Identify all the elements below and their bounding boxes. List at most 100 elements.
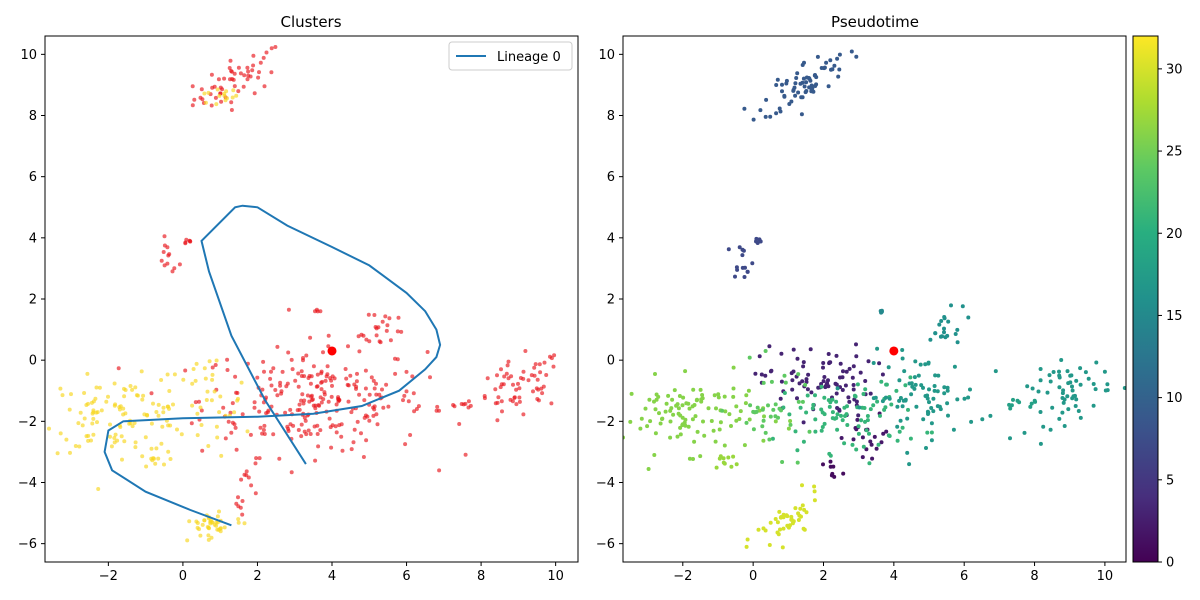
scatter-point — [183, 368, 188, 373]
scatter-point — [262, 432, 267, 436]
scatter-point — [906, 407, 910, 412]
scatter-point — [108, 422, 112, 427]
scatter-point — [802, 507, 807, 512]
scatter-point — [120, 457, 124, 462]
scatter-point — [744, 420, 749, 425]
scatter-point — [236, 396, 240, 401]
scatter-point — [203, 100, 208, 105]
colorbar-tick-label: 25 — [1166, 145, 1183, 160]
scatter-point — [505, 363, 510, 368]
scatter-point — [261, 55, 266, 60]
scatter-point — [256, 75, 261, 80]
scatter-point — [499, 367, 503, 372]
scatter-point — [121, 406, 126, 411]
scatter-point — [793, 93, 798, 98]
scatter-point — [387, 316, 392, 321]
scatter-point — [1083, 370, 1088, 375]
scatter-point — [835, 427, 840, 432]
scatter-point — [795, 71, 800, 76]
scatter-point — [306, 428, 311, 433]
y-tick-label: 10 — [598, 48, 615, 63]
scatter-point — [830, 397, 835, 402]
scatter-point — [842, 441, 847, 446]
scatter-point — [767, 437, 772, 442]
scatter-point — [156, 456, 161, 461]
scatter-point — [801, 360, 806, 365]
scatter-point — [551, 364, 556, 369]
scatter-point — [229, 108, 234, 112]
scatter-point — [759, 372, 764, 377]
scatter-point — [1105, 382, 1110, 387]
scatter-point — [791, 347, 796, 352]
scatter-point — [1102, 369, 1107, 374]
scatter-point — [875, 346, 880, 351]
scatter-point — [875, 399, 880, 404]
scatter-point — [313, 309, 317, 314]
scatter-point — [742, 106, 747, 111]
scatter-point — [750, 261, 755, 266]
scatter-point — [362, 398, 367, 403]
scatter-point — [511, 382, 515, 387]
scatter-point — [299, 398, 304, 403]
scatter-point — [232, 71, 237, 76]
scatter-point — [812, 498, 817, 503]
x-tick-label: 6 — [960, 569, 968, 584]
scatter-point — [89, 400, 94, 405]
scatter-point — [552, 353, 557, 358]
scatter-point — [316, 444, 321, 449]
scatter-point — [918, 362, 923, 367]
scatter-point — [123, 388, 128, 392]
scatter-point — [499, 382, 504, 387]
scatter-point — [942, 330, 946, 335]
scatter-point — [942, 385, 947, 390]
scatter-point — [232, 84, 237, 89]
scatter-point — [234, 447, 239, 452]
scatter-point — [122, 439, 127, 444]
scatter-point — [69, 392, 73, 397]
scatter-point — [836, 74, 841, 79]
scatter-point — [190, 103, 195, 108]
scatter-point — [94, 410, 99, 415]
scatter-point — [80, 423, 85, 428]
scatter-point — [404, 389, 409, 394]
scatter-point — [319, 387, 324, 392]
scatter-point — [371, 378, 376, 383]
scatter-point — [289, 357, 294, 362]
x-tick-label: 4 — [328, 569, 336, 584]
scatter-point — [371, 405, 376, 410]
scatter-point — [837, 67, 842, 72]
scatter-point — [835, 406, 840, 410]
scatter-point — [663, 409, 668, 414]
scatter-point — [819, 407, 824, 412]
scatter-point — [197, 399, 201, 404]
scatter-point — [687, 456, 692, 461]
scatter-point — [819, 428, 824, 433]
scatter-point — [916, 373, 921, 378]
scatter-point — [860, 455, 865, 460]
scatter-point — [160, 424, 165, 429]
scatter-point — [773, 419, 778, 424]
scatter-point — [812, 489, 817, 494]
scatter-point — [536, 398, 541, 403]
scatter-point — [273, 45, 278, 49]
scatter-point — [401, 398, 405, 403]
scatter-point — [763, 349, 768, 353]
scatter-point — [91, 416, 96, 421]
scatter-point — [845, 423, 850, 427]
scatter-point — [356, 334, 361, 339]
scatter-point — [367, 392, 372, 397]
clusters-y-ticks: −6 −4 −2 0 2 4 6 8 10 — [18, 48, 45, 552]
scatter-point — [800, 379, 805, 384]
scatter-point — [769, 379, 774, 384]
scatter-point — [787, 102, 792, 106]
scatter-point — [191, 367, 196, 371]
scatter-point — [214, 358, 219, 363]
scatter-point — [804, 80, 809, 85]
scatter-point — [154, 410, 159, 414]
scatter-point — [1057, 369, 1061, 374]
scatter-point — [1030, 386, 1035, 391]
colorbar-tick-label: 10 — [1166, 391, 1183, 406]
y-tick-label: 4 — [29, 231, 37, 246]
scatter-point — [544, 373, 549, 377]
scatter-point — [167, 389, 172, 393]
